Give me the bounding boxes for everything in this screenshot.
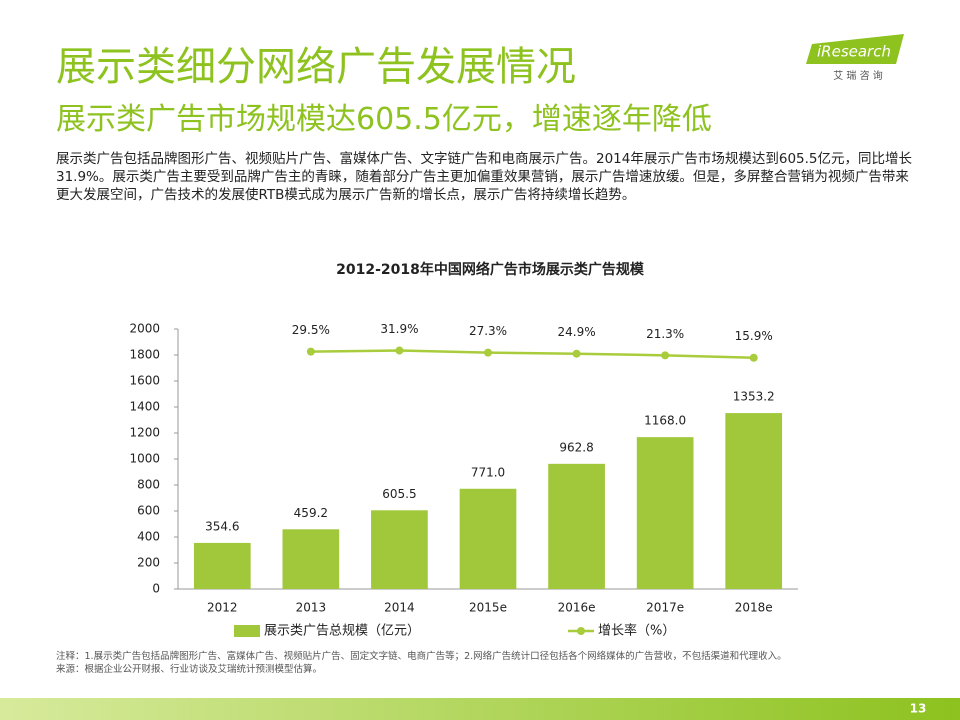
page-number: 13 bbox=[910, 702, 927, 716]
bar bbox=[282, 529, 340, 589]
bar bbox=[371, 510, 428, 589]
line-point bbox=[395, 346, 404, 355]
y-tick-label: 600 bbox=[137, 504, 160, 518]
x-tick-label: 2012 bbox=[207, 601, 238, 615]
y-tick-label: 200 bbox=[137, 556, 160, 570]
y-tick-label: 1000 bbox=[129, 452, 160, 466]
y-tick-label: 1600 bbox=[129, 374, 160, 388]
y-tick-label: 0 bbox=[152, 582, 160, 596]
logo: iResearch bbox=[817, 43, 891, 61]
line-point bbox=[306, 347, 315, 356]
source: 来源：根据企业公开财报、行业访谈及艾瑞统计预测模型估算。 bbox=[56, 664, 323, 675]
legend-label: 增长率（%） bbox=[598, 623, 675, 639]
bar-label: 605.5 bbox=[382, 487, 416, 501]
y-tick-label: 1800 bbox=[129, 348, 160, 362]
logo-sub: 艾 瑞 咨 询 bbox=[833, 69, 883, 82]
bar-label: 1353.2 bbox=[733, 390, 775, 404]
subtitle: 展示类广告市场规模达605.5亿元，增速逐年降低 bbox=[56, 102, 712, 137]
line-point bbox=[749, 353, 758, 362]
logo-box bbox=[806, 34, 904, 64]
bar-label: 354.6 bbox=[205, 519, 239, 533]
line bbox=[310, 349, 754, 359]
x-tick-label: 2013 bbox=[296, 601, 327, 615]
y-tick-label: 1400 bbox=[129, 400, 160, 414]
bar bbox=[459, 488, 517, 589]
x-tick-label: 2014 bbox=[384, 601, 415, 615]
legend-label: 展示类广告总规模（亿元） bbox=[264, 624, 420, 639]
bar-label: 1168.0 bbox=[644, 414, 686, 428]
bar-label: 962.8 bbox=[559, 440, 593, 454]
x-tick-label: 2015e bbox=[469, 601, 507, 615]
line-label: 21.3% bbox=[646, 327, 684, 341]
notes: 注释：1.展示类广告包括品牌图形广告、富媒体广告、视频贴片广告、固定文字链、电商… bbox=[56, 651, 787, 662]
bar bbox=[636, 437, 694, 589]
line-point bbox=[661, 351, 670, 360]
bar-label: 771.0 bbox=[471, 465, 505, 479]
legend-swatch bbox=[234, 625, 260, 637]
title: 展示类细分网络广告发展情况 bbox=[56, 44, 576, 90]
line-label: 24.9% bbox=[558, 325, 596, 339]
bar bbox=[548, 463, 605, 589]
line-label: 27.3% bbox=[469, 324, 507, 338]
footer-bar bbox=[0, 698, 960, 720]
chart-title: 2012-2018年中国网络广告市场展示类广告规模 bbox=[336, 261, 645, 278]
y-tick-label: 2000 bbox=[129, 322, 160, 336]
y-tick-label: 1200 bbox=[129, 426, 160, 440]
y-tick-label: 400 bbox=[137, 530, 160, 544]
body-text: 展示类广告包括品牌图形广告、视频贴片广告、富媒体广告、文字链广告和电商展示广告。… bbox=[56, 151, 913, 203]
y-tick-label: 800 bbox=[137, 478, 160, 492]
x-tick-label: 2017e bbox=[646, 601, 684, 615]
legend-swatch bbox=[577, 627, 585, 635]
x-tick-label: 2016e bbox=[558, 601, 596, 615]
line-label: 31.9% bbox=[380, 322, 418, 336]
line-label: 15.9% bbox=[735, 329, 773, 343]
line-point bbox=[572, 349, 581, 358]
x-tick-label: 2018e bbox=[735, 601, 773, 615]
bar bbox=[725, 413, 783, 589]
bar-label: 459.2 bbox=[294, 506, 328, 520]
bar bbox=[193, 542, 251, 589]
line-point bbox=[484, 348, 492, 357]
line-label: 29.5% bbox=[292, 323, 330, 337]
